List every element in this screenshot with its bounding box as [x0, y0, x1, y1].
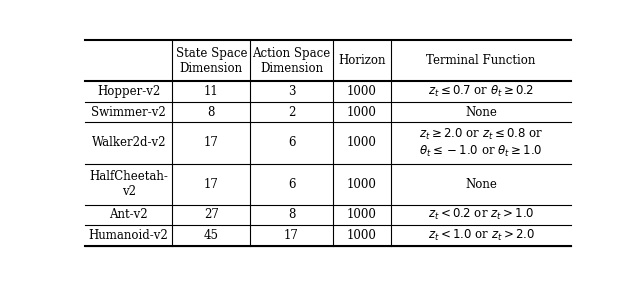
Text: 11: 11 — [204, 85, 219, 98]
Text: Ant-v2: Ant-v2 — [109, 209, 148, 221]
Text: Humanoid-v2: Humanoid-v2 — [89, 229, 168, 242]
Text: 1000: 1000 — [347, 209, 377, 221]
Text: 6: 6 — [288, 178, 295, 191]
Text: None: None — [465, 106, 497, 119]
Text: 8: 8 — [288, 209, 295, 221]
Text: 1000: 1000 — [347, 106, 377, 119]
Text: 8: 8 — [207, 106, 215, 119]
Text: $z_t \leq 0.7$ or $\theta_t \geq 0.2$: $z_t \leq 0.7$ or $\theta_t \geq 0.2$ — [428, 84, 534, 99]
Text: 6: 6 — [288, 137, 295, 149]
Text: $z_t < 1.0$ or $z_t > 2.0$: $z_t < 1.0$ or $z_t > 2.0$ — [428, 228, 534, 243]
Text: 17: 17 — [204, 137, 219, 149]
Text: $z_t < 0.2$ or $z_t > 1.0$: $z_t < 0.2$ or $z_t > 1.0$ — [428, 207, 534, 223]
Text: $z_t \geq 2.0$ or $z_t \leq 0.8$ or
$\theta_t \leq -1.0$ or $\theta_t \geq 1.0$: $z_t \geq 2.0$ or $z_t \leq 0.8$ or $\th… — [419, 127, 543, 159]
Text: 45: 45 — [204, 229, 219, 242]
Text: 1000: 1000 — [347, 137, 377, 149]
Text: Swimmer-v2: Swimmer-v2 — [92, 106, 166, 119]
Text: 17: 17 — [204, 178, 219, 191]
Text: Horizon: Horizon — [339, 54, 386, 67]
Text: Action Space
Dimension: Action Space Dimension — [252, 47, 331, 75]
Text: 3: 3 — [288, 85, 295, 98]
Text: 1000: 1000 — [347, 229, 377, 242]
Text: 1000: 1000 — [347, 85, 377, 98]
Text: 27: 27 — [204, 209, 219, 221]
Text: Terminal Function: Terminal Function — [426, 54, 536, 67]
Text: 2: 2 — [288, 106, 295, 119]
Text: 17: 17 — [284, 229, 299, 242]
Text: None: None — [465, 178, 497, 191]
Text: Hopper-v2: Hopper-v2 — [97, 85, 161, 98]
Text: HalfCheetah-
v2: HalfCheetah- v2 — [89, 170, 168, 198]
Text: Walker2d-v2: Walker2d-v2 — [92, 137, 166, 149]
Text: State Space
Dimension: State Space Dimension — [175, 47, 247, 75]
Text: 1000: 1000 — [347, 178, 377, 191]
